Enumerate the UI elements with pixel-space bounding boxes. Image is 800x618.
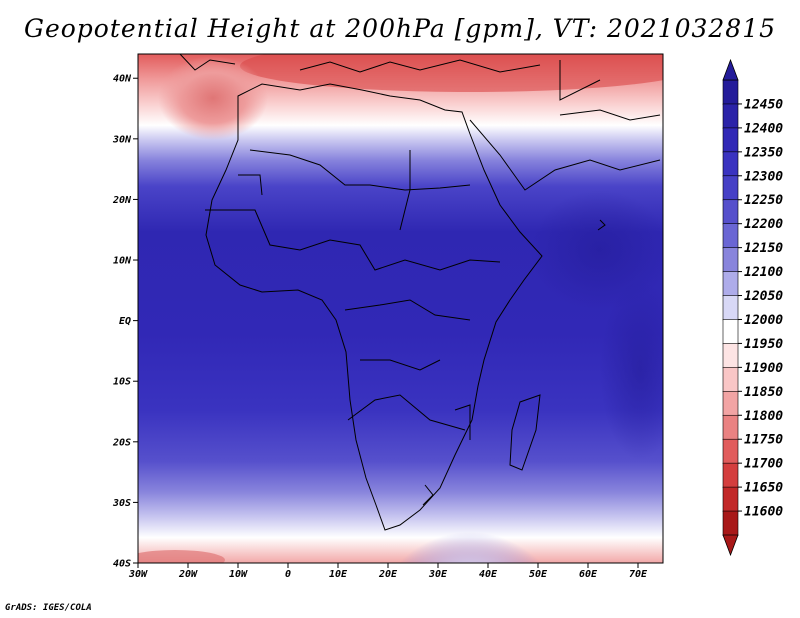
lon-tick-label: 40E (479, 569, 498, 580)
colorbar-label: 12200 (744, 217, 783, 232)
colorbar: 12450 12400 12350 12300 12250 12200 12150 12100… (722, 58, 783, 557)
colorbar-segment (722, 367, 739, 393)
plot-frame (137, 53, 664, 564)
colorbar-bottom-arrow (722, 534, 739, 557)
colorbar-label: 12150 (744, 241, 783, 256)
colorbar-label: 11600 (744, 505, 783, 520)
grads-credit: GrADS: IGES/COLA (5, 603, 92, 613)
height-field (138, 54, 663, 563)
colorbar-label: 11950 (744, 337, 783, 352)
colorbar-label: 11650 (744, 481, 783, 496)
lon-tick-label: 50E (529, 569, 548, 580)
colorbar-label: 12050 (744, 289, 783, 304)
colorbar-label: 11900 (744, 361, 783, 376)
colorbar-label: 12000 (744, 313, 783, 328)
colorbar-segment (722, 271, 739, 297)
colorbar-label: 11700 (744, 457, 783, 472)
colorbar-label: 12350 (744, 145, 783, 160)
coastlines (179, 54, 661, 531)
colorbar-label: 11750 (744, 433, 783, 448)
colorbar-segment (722, 175, 739, 201)
lon-tick-label: 10E (329, 569, 348, 580)
colorbar-segment (722, 79, 739, 105)
colorbar-segment (722, 343, 739, 369)
lon-tick-label: 30E (428, 569, 448, 580)
colorbar-label: 11850 (744, 385, 783, 400)
map-title: Geopotential Height at 200hPa [gpm], VT:… (23, 14, 777, 43)
colorbar-label: 12250 (744, 193, 783, 208)
colorbar-label: 12400 (744, 121, 783, 136)
lat-tick-label: EQ (119, 316, 131, 327)
colorbar-segment (722, 151, 739, 177)
colorbar-segment (722, 223, 739, 249)
lon-tick-label: 20E (378, 569, 398, 580)
lat-tick-label: 20S (112, 437, 131, 448)
lat-tick-label: 30N (112, 134, 132, 145)
colorbar-segment (722, 295, 739, 321)
lat-tick-label: 10N (113, 256, 132, 267)
colorbar-segment (722, 391, 739, 417)
colorbar-segment (722, 103, 739, 129)
colorbar-label: 12100 (744, 265, 783, 280)
lon-tick-label: 0 (285, 569, 291, 580)
lon-tick-label: 70E (629, 569, 648, 580)
colorbar-segment (722, 199, 739, 225)
colorbar-label: 11800 (744, 409, 783, 424)
lon-tick-label: 30W (128, 569, 148, 580)
lat-tick-label: 30S (112, 498, 131, 509)
colorbar-segment (722, 414, 739, 441)
lon-tick-label: 20W (178, 569, 198, 580)
colorbar-segment (722, 127, 739, 153)
lon-tick-label: 10W (229, 569, 248, 580)
colorbar-top-arrow (722, 58, 739, 81)
colorbar-label: 12300 (744, 169, 783, 184)
colorbar-segment (722, 438, 739, 464)
lat-tick-label: 10S (113, 377, 131, 388)
lat-tick-label: 20N (112, 195, 132, 206)
colorbar-segment (722, 486, 739, 512)
colorbar-segment (722, 247, 739, 273)
lat-tick-label: 40N (113, 74, 132, 85)
colorbar-label: 12450 (744, 97, 783, 112)
colorbar-segment (722, 319, 739, 345)
colorbar-segment (722, 462, 739, 488)
lat-tick-label: 40S (113, 559, 131, 570)
lon-tick-label: 60E (579, 569, 598, 580)
colorbar-segment (722, 510, 739, 536)
